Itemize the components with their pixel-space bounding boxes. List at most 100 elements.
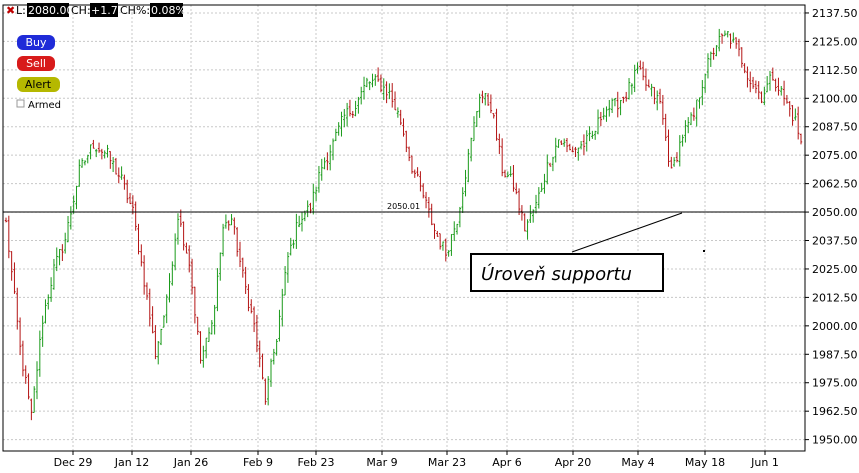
change-value-bg: [90, 3, 118, 17]
y-tick-label: 2050.00: [812, 206, 858, 219]
x-tick-label: Feb 23: [298, 456, 335, 469]
candles-layer: [4, 28, 803, 421]
x-tick-label: Mar 23: [428, 456, 466, 469]
candle: [622, 96, 625, 104]
annotation-box[interactable]: [470, 253, 664, 292]
candle: [126, 179, 129, 204]
armed-checkbox[interactable]: Armed: [16, 99, 61, 111]
x-tick-label: Apr 20: [555, 456, 592, 469]
candle: [233, 217, 236, 235]
candle: [317, 165, 321, 193]
candle: [326, 152, 329, 171]
candle: [447, 250, 450, 257]
candle: [782, 80, 786, 106]
candle: [537, 187, 541, 209]
y-tick-label: 2137.50: [812, 7, 858, 20]
candle: [548, 162, 552, 167]
candle: [224, 214, 228, 229]
candle: [230, 214, 233, 226]
candle: [365, 77, 369, 88]
candle: [706, 53, 710, 79]
candle: [382, 78, 385, 101]
candle: [467, 148, 470, 183]
candle: [543, 173, 546, 194]
candle: [562, 138, 566, 147]
candle: [746, 66, 749, 88]
close-icon[interactable]: ✖: [6, 4, 15, 17]
candle: [334, 128, 338, 142]
candle: [438, 233, 442, 250]
candle: [796, 106, 800, 140]
candle: [238, 241, 242, 268]
candle: [763, 86, 766, 106]
candle: [605, 106, 608, 122]
candle: [574, 146, 577, 158]
candle: [213, 304, 216, 335]
candle: [154, 325, 157, 360]
candle: [692, 107, 696, 121]
candle: [69, 206, 73, 230]
candle: [484, 92, 487, 106]
candle: [269, 358, 273, 387]
candle: [312, 183, 315, 215]
candle: [709, 51, 712, 67]
candle: [670, 156, 673, 169]
candle: [97, 142, 101, 153]
candle: [83, 160, 87, 166]
candle: [794, 108, 797, 121]
candle: [131, 195, 135, 215]
change-percent-value: 0.08%: [151, 4, 186, 17]
candle: [571, 146, 574, 153]
y-tick-label: 2087.50: [812, 121, 858, 134]
candle: [391, 83, 394, 108]
candle: [534, 194, 538, 214]
candle: [278, 309, 281, 342]
y-tick-label: 2062.50: [812, 178, 858, 191]
candle: [695, 99, 698, 127]
candle: [173, 233, 177, 271]
y-tick-label: 2012.50: [812, 291, 858, 304]
candle: [450, 233, 453, 256]
candle: [751, 76, 755, 89]
candle: [351, 110, 354, 118]
candle: [89, 144, 92, 160]
candle: [145, 282, 149, 300]
candle: [123, 174, 126, 190]
candle: [650, 83, 653, 97]
candle: [641, 61, 645, 81]
candle: [619, 99, 622, 116]
candle: [656, 90, 659, 111]
candle: [416, 167, 419, 177]
candle: [774, 78, 777, 92]
candle: [737, 38, 741, 57]
candle: [329, 144, 332, 171]
candle: [464, 169, 467, 197]
alert-button[interactable]: Alert: [17, 77, 60, 92]
y-axis: 2137.50 2125.00 2112.50 2100.00 2087.50 2075.…: [805, 7, 858, 447]
candle: [475, 111, 478, 127]
candle: [540, 182, 543, 192]
candle: [551, 156, 555, 172]
candle: [244, 266, 247, 294]
candle: [512, 164, 515, 192]
candle: [331, 138, 335, 161]
candle: [75, 185, 78, 210]
candle: [171, 261, 174, 286]
candle: [594, 130, 597, 140]
sell-button[interactable]: Sell: [17, 56, 55, 71]
candle: [582, 134, 586, 156]
candle: [182, 221, 185, 251]
buy-button[interactable]: Buy: [17, 35, 55, 50]
candle: [21, 340, 25, 377]
candle: [185, 242, 188, 254]
candle: [320, 158, 323, 181]
candle: [281, 288, 284, 327]
candle: [10, 251, 13, 281]
candle: [678, 135, 681, 167]
candle: [188, 245, 191, 273]
candle: [647, 79, 650, 88]
candle: [323, 157, 326, 170]
change-percent-label: CH%:: [120, 4, 150, 17]
candle: [531, 209, 535, 223]
